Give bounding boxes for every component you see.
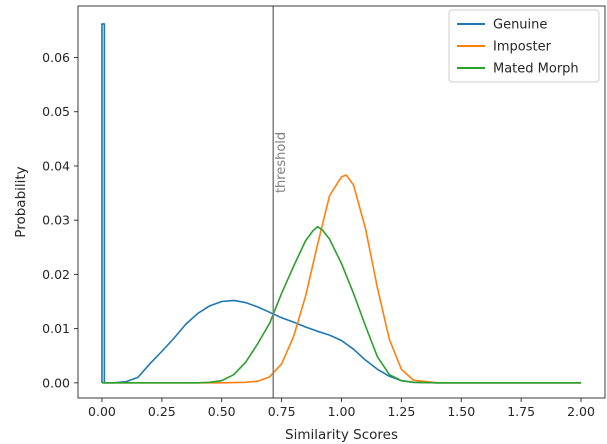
x-tick-label: 2.00: [567, 404, 595, 419]
y-tick-label: 0.01: [42, 321, 70, 336]
x-tick-label: 0.75: [268, 404, 296, 419]
x-tick-label: 1.25: [387, 404, 415, 419]
y-tick-label: 0.03: [42, 213, 70, 228]
x-tick-label: 0.50: [208, 404, 236, 419]
x-tick-label: 0.00: [88, 404, 116, 419]
threshold-label: threshold: [274, 132, 289, 193]
y-tick-label: 0.00: [42, 375, 70, 390]
series-layer: [101, 23, 582, 384]
x-tick-label: 1.00: [328, 404, 356, 419]
y-axis: 0.00 0.01 0.02 0.03 0.04 0.05 0.06: [42, 50, 78, 390]
legend-box: [448, 9, 600, 83]
x-tick-label: 1.75: [507, 404, 535, 419]
legend-label: Mated Morph: [493, 62, 579, 77]
y-tick-label: 0.05: [42, 104, 70, 119]
x-tick-label: 0.25: [148, 404, 176, 419]
series-line-mated-morph: [101, 225, 582, 384]
y-axis-title: Probability: [13, 166, 29, 237]
series-line-imposter: [101, 174, 582, 384]
y-tick-label: 0.06: [42, 50, 70, 65]
legend-label: Genuine: [493, 18, 547, 33]
x-axis: 0.00 0.25 0.50 0.75 1.00 1.25 1.50 1.75 2.00: [88, 398, 595, 419]
legend-label: Imposter: [493, 40, 552, 55]
y-tick-label: 0.04: [42, 158, 70, 173]
y-tick-label: 0.02: [42, 267, 70, 282]
x-axis-title: Similarity Scores: [285, 427, 398, 443]
legend: Genuine Imposter Mated Morph: [448, 9, 600, 83]
x-tick-label: 1.50: [447, 404, 475, 419]
